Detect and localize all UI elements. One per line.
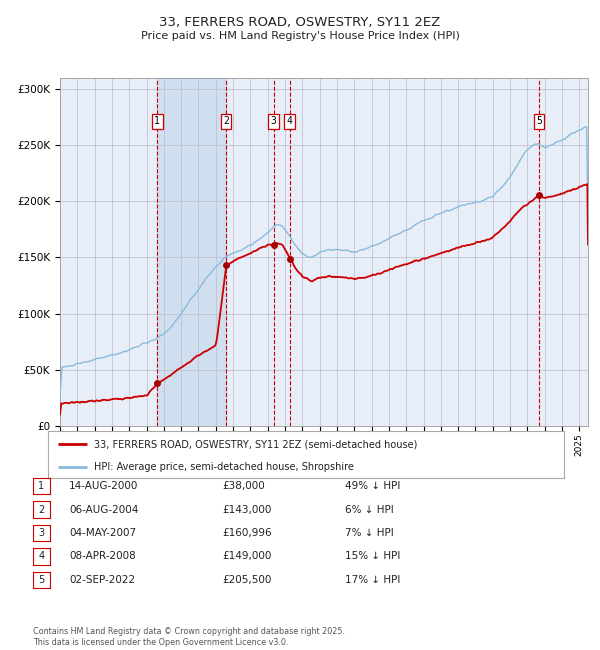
Text: 3: 3 xyxy=(38,528,44,538)
Text: £205,500: £205,500 xyxy=(222,575,271,585)
Text: £143,000: £143,000 xyxy=(222,504,271,515)
Bar xyxy=(157,78,226,426)
Text: 4: 4 xyxy=(38,551,44,562)
Text: 6% ↓ HPI: 6% ↓ HPI xyxy=(345,504,394,515)
Text: 08-APR-2008: 08-APR-2008 xyxy=(69,551,136,562)
Text: 04-MAY-2007: 04-MAY-2007 xyxy=(69,528,136,538)
Text: £160,996: £160,996 xyxy=(222,528,272,538)
Text: 02-SEP-2022: 02-SEP-2022 xyxy=(69,575,135,585)
Text: Price paid vs. HM Land Registry's House Price Index (HPI): Price paid vs. HM Land Registry's House … xyxy=(140,31,460,41)
Text: 49% ↓ HPI: 49% ↓ HPI xyxy=(345,481,400,491)
Text: Contains HM Land Registry data © Crown copyright and database right 2025.
This d: Contains HM Land Registry data © Crown c… xyxy=(33,627,345,647)
Text: £38,000: £38,000 xyxy=(222,481,265,491)
Text: 1: 1 xyxy=(154,116,160,127)
Text: 17% ↓ HPI: 17% ↓ HPI xyxy=(345,575,400,585)
Text: 33, FERRERS ROAD, OSWESTRY, SY11 2EZ: 33, FERRERS ROAD, OSWESTRY, SY11 2EZ xyxy=(160,16,440,29)
Text: 06-AUG-2004: 06-AUG-2004 xyxy=(69,504,139,515)
Text: 5: 5 xyxy=(536,116,542,127)
Text: 3: 3 xyxy=(271,116,277,127)
Text: 15% ↓ HPI: 15% ↓ HPI xyxy=(345,551,400,562)
Text: £149,000: £149,000 xyxy=(222,551,271,562)
Text: 7% ↓ HPI: 7% ↓ HPI xyxy=(345,528,394,538)
Text: 5: 5 xyxy=(38,575,44,585)
Text: 33, FERRERS ROAD, OSWESTRY, SY11 2EZ (semi-detached house): 33, FERRERS ROAD, OSWESTRY, SY11 2EZ (se… xyxy=(94,439,418,449)
Text: 14-AUG-2000: 14-AUG-2000 xyxy=(69,481,139,491)
Text: 1: 1 xyxy=(38,481,44,491)
Text: 2: 2 xyxy=(223,116,229,127)
Text: 4: 4 xyxy=(287,116,293,127)
Text: 2: 2 xyxy=(38,504,44,515)
Text: HPI: Average price, semi-detached house, Shropshire: HPI: Average price, semi-detached house,… xyxy=(94,462,355,473)
